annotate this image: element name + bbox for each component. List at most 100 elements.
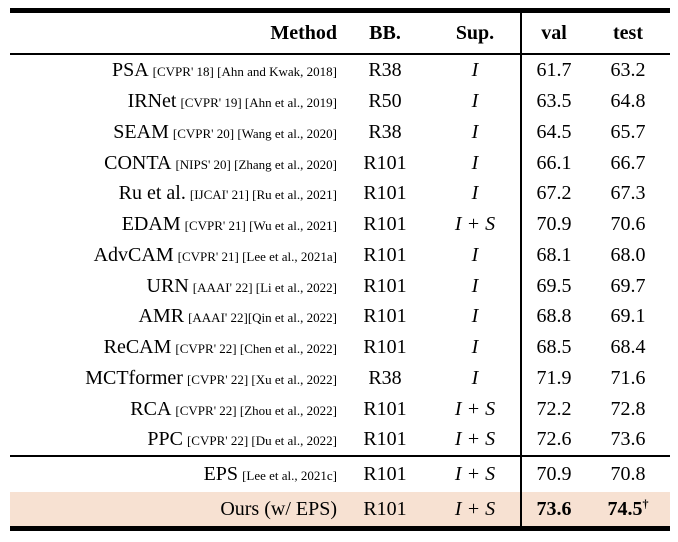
backbone-cell: R38 [340,117,430,148]
test-score: 70.6 [610,213,646,236]
method-citation: [CVPR' 22] [Chen et al., 2022] [175,341,337,357]
test-score-cell: 72.8 [586,393,670,424]
method-cell: EDAM [CVPR' 21] [Wu et al., 2021] [10,209,340,240]
method-citation: [CVPR' 21] [Lee et al., 2021a] [177,248,337,264]
results-table: Method BB. Sup. val test PSA [CVPR' 18] [… [10,8,670,531]
header-separator-rule [10,53,670,55]
method-name: URN [146,274,189,297]
table-row: PSA [CVPR' 18] [Ahn and Kwak, 2018] R38 I… [10,55,670,86]
val-score-cell: 63.5 [520,85,586,117]
header-method-label: Method [270,22,337,44]
backbone-cell: R50 [340,86,430,117]
supervision-cell: I [430,270,520,301]
val-score-cell: 69.5 [520,270,586,301]
val-score: 72.6 [536,428,572,451]
test-score: 64.8 [610,90,646,113]
backbone-value: R101 [363,274,407,297]
test-score-cell: 63.2 [586,55,670,86]
val-score: 66.1 [536,151,572,174]
supervision-cell: I + S [430,457,520,492]
method-cell: Ours (w/ EPS) [10,492,340,526]
table-row: CONTA [NIPS' 20] [Zhang et al., 2020] R10… [10,147,670,178]
supervision-cell: I [430,147,520,178]
method-cell: MCTformer [CVPR' 22] [Xu et al., 2022] [10,363,340,394]
test-score: 69.7 [610,274,646,297]
header-sup-label: Sup. [455,22,495,44]
header-sup: Sup. [430,13,520,53]
method-cell: PSA [CVPR' 18] [Ahn and Kwak, 2018] [10,55,340,86]
backbone-cell: R38 [340,363,430,394]
test-score: 63.2 [610,59,646,82]
method-cell: ReCAM [CVPR' 22] [Chen et al., 2022] [10,332,340,363]
table-row: RCA [CVPR' 22] [Zhou et al., 2022] R101 I… [10,393,670,424]
backbone-cell: R101 [340,301,430,332]
method-citation: [CVPR' 22] [Zhou et al., 2022] [175,402,337,418]
method-name: EDAM [121,213,181,236]
method-name: PSA [111,59,149,82]
val-score: 61.7 [536,59,572,82]
method-citation: [AAAI' 22] [Li et al., 2022] [192,279,337,295]
method-cell: IRNet [CVPR' 19] [Ahn et al., 2019] [10,86,340,117]
val-score: 71.9 [536,366,572,389]
val-score: 63.5 [536,90,572,113]
backbone-value: R38 [368,120,402,143]
val-score: 68.1 [536,243,572,266]
method-citation: [AAAI' 22][Qin et al., 2022] [188,310,337,326]
test-score-cell: 66.7 [586,147,670,178]
test-score-cell: 74.5† [586,492,670,526]
method-cell: SEAM [CVPR' 20] [Wang et al., 2020] [10,117,340,148]
val-score: 72.2 [536,397,572,420]
supervision-value: I + S [454,463,496,486]
val-score: 68.8 [536,305,572,328]
method-name: CONTA [104,151,172,174]
supervision-cell: I [430,55,520,86]
supervision-value: I [471,59,479,82]
method-citation: [CVPR' 22] [Du et al., 2022] [186,433,337,449]
supervision-cell: I [430,86,520,117]
backbone-cell: R101 [340,240,430,271]
method-cell: PPC [CVPR' 22] [Du et al., 2022] [10,424,340,455]
val-score: 69.5 [536,274,572,297]
test-score-cell: 68.0 [586,240,670,271]
backbone-value: R101 [363,336,407,359]
val-score: 70.9 [536,213,572,236]
table-row: ReCAM [CVPR' 22] [Chen et al., 2022] R101… [10,331,670,363]
test-score-cell: 70.6 [586,209,670,240]
backbone-cell: R101 [340,393,430,424]
method-citation: [CVPR' 18] [Ahn and Kwak, 2018] [152,64,337,80]
backbone-value: R101 [363,151,407,174]
method-citation: [CVPR' 19] [Ahn et al., 2019] [180,95,337,111]
ours-row: Ours (w/ EPS) R101 I + S 73.6 74.5† [10,491,670,526]
table-header-row: Method BB. Sup. val test [10,13,670,53]
header-method: Method [10,13,340,53]
test-score-cell: 67.3 [586,178,670,209]
table-row: AdvCAM [CVPR' 21] [Lee et al., 2021a] R10… [10,239,670,271]
table-row: AMR [AAAI' 22][Qin et al., 2022] R101 I 6… [10,301,670,332]
header-val-label: val [541,22,567,44]
supervision-cell: I + S [430,492,520,526]
table-body: PSA [CVPR' 18] [Ahn and Kwak, 2018] R38 I… [10,55,670,455]
table-row: URN [AAAI' 22] [Li et al., 2022] R101 I 6… [10,270,670,301]
top-rule [10,8,670,13]
method-name: MCTformer [85,366,183,389]
method-name: SEAM [113,120,169,143]
test-score: 72.8 [610,397,646,420]
backbone-value: R101 [363,182,407,205]
supervision-cell: I [430,117,520,148]
method-citation: [CVPR' 20] [Wang et al., 2020] [172,125,337,141]
val-score: 67.2 [536,182,572,205]
backbone-cell: R101 [340,492,430,526]
supervision-value: I + S [454,397,496,420]
method-cell: AdvCAM [CVPR' 21] [Lee et al., 2021a] [10,240,340,271]
test-score: 68.0 [610,243,646,266]
backbone-value: R101 [363,497,407,520]
backbone-cell: R38 [340,55,430,86]
table-row: PPC [CVPR' 22] [Du et al., 2022] R101 I +… [10,424,670,455]
val-score-cell: 68.5 [520,331,586,363]
supervision-value: I [471,90,479,113]
table-row: MCTformer [CVPR' 22] [Xu et al., 2022] R3… [10,362,670,394]
method-name: EPS [203,463,239,486]
val-score-cell: 61.7 [520,55,586,86]
backbone-cell: R101 [340,424,430,455]
backbone-value: R38 [368,59,402,82]
